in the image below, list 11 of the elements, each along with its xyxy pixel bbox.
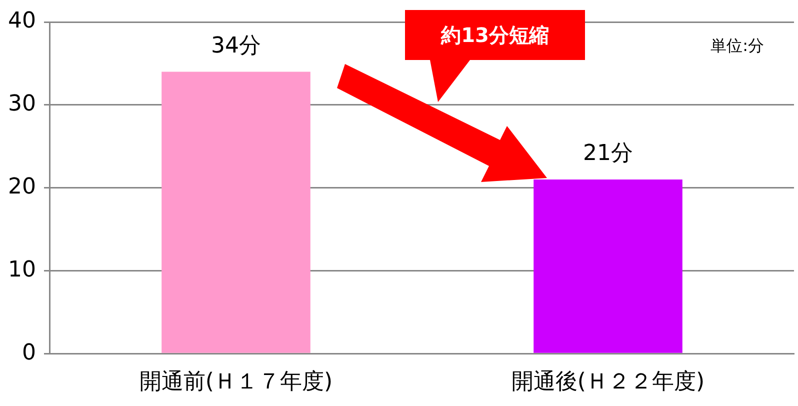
y-tick-label: 40 bbox=[8, 8, 36, 34]
data-label: 34分 bbox=[210, 33, 261, 58]
y-tick-label: 0 bbox=[22, 340, 36, 366]
annotation: 単位:分 bbox=[710, 36, 764, 56]
annotation: 約13分短縮 bbox=[441, 22, 549, 48]
x-tick-label: 開通後(Ｈ２２年度) bbox=[511, 370, 705, 395]
y-tick-label: 20 bbox=[8, 174, 36, 200]
x-tick-label: 開通前(Ｈ１７年度) bbox=[139, 370, 333, 395]
y-tick-label: 10 bbox=[8, 257, 36, 282]
data-label: 21分 bbox=[583, 141, 633, 166]
y-tick-label: 30 bbox=[8, 92, 36, 117]
